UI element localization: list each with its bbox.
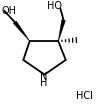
Text: OH: OH <box>1 6 16 16</box>
Text: N: N <box>40 72 48 82</box>
Polygon shape <box>58 20 65 41</box>
Text: HCl: HCl <box>76 91 93 100</box>
Polygon shape <box>13 21 30 41</box>
Text: HO: HO <box>47 1 62 11</box>
Text: H: H <box>40 79 48 89</box>
